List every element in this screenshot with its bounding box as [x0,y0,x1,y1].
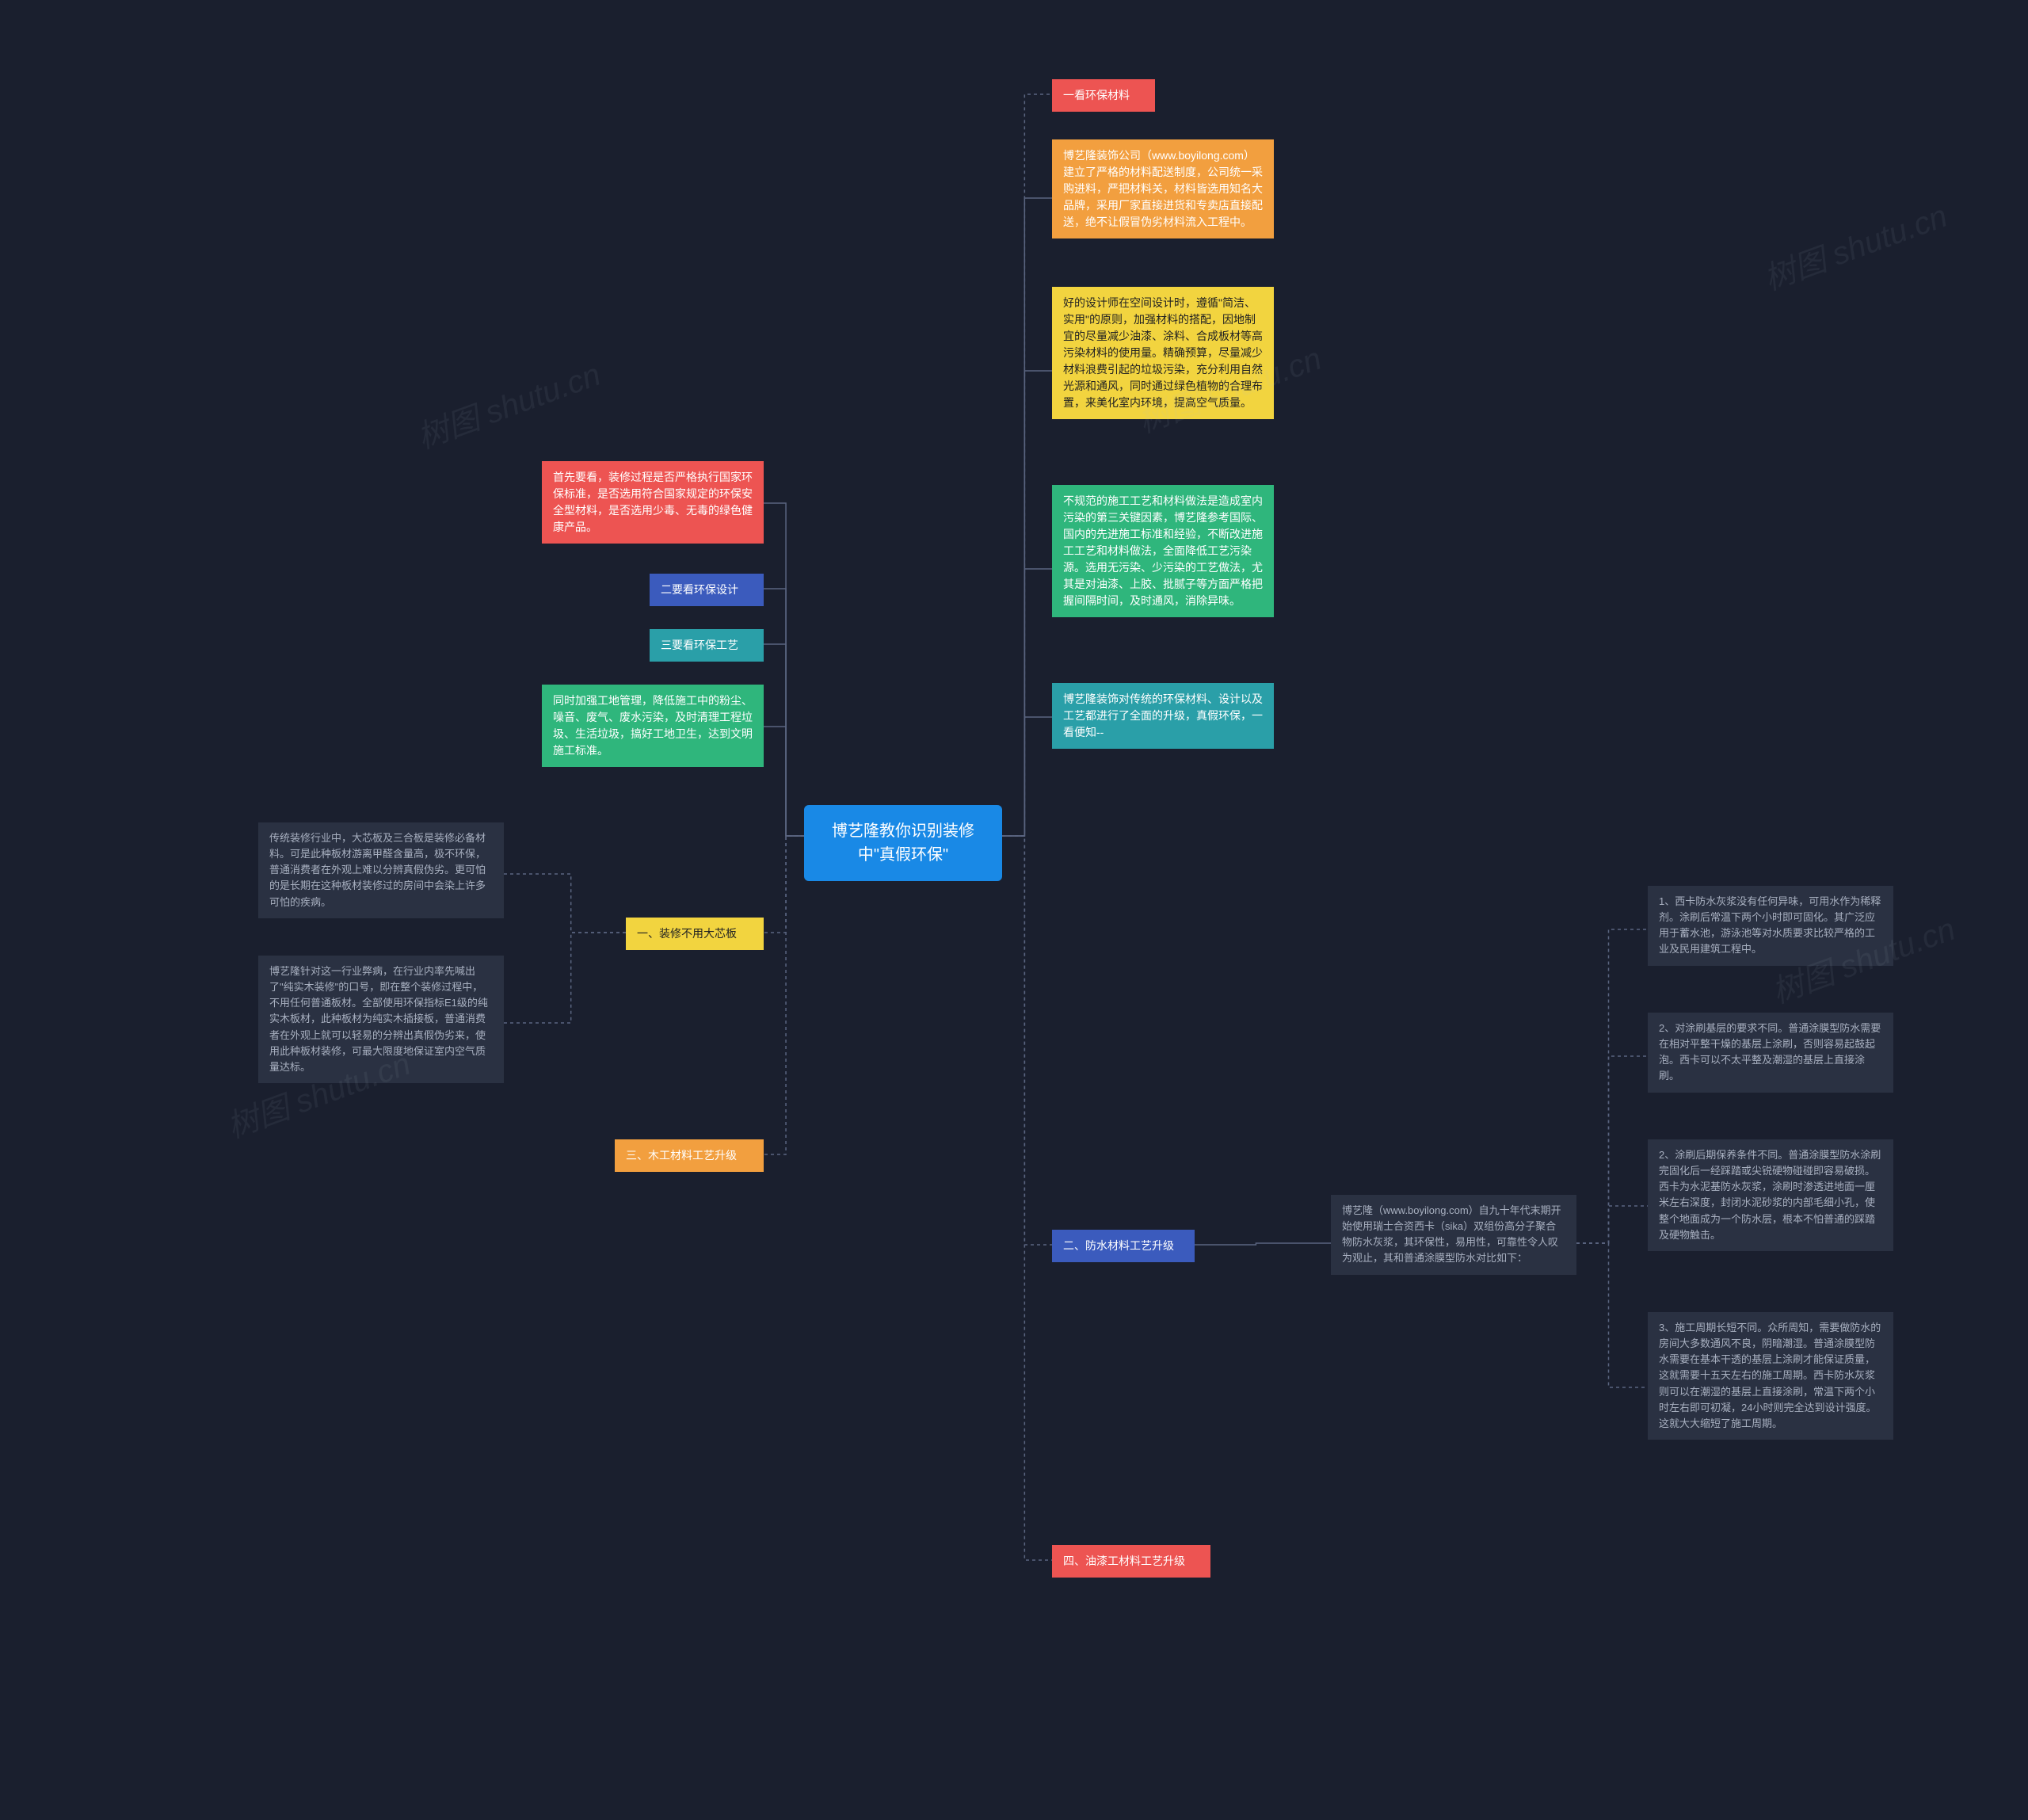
mindmap-node[interactable]: 传统装修行业中，大芯板及三合板是装修必备材料。可是此种板材游离甲醛含量高，极不环… [258,822,504,918]
mindmap-node[interactable]: 一看环保材料 [1052,79,1155,112]
mindmap-node[interactable]: 博艺隆装饰对传统的环保材料、设计以及工艺都进行了全面的升级，真假环保，一看便知-… [1052,683,1274,749]
connector-line [1002,836,1052,1245]
connector-line [764,644,804,836]
mindmap-node[interactable]: 同时加强工地管理，降低施工中的粉尘、噪音、废气、废水污染，及时清理工程垃圾、生活… [542,685,764,767]
connector-line [764,836,804,933]
connector-line [1576,1056,1648,1243]
connector-line [504,874,626,933]
connector-line [764,503,804,836]
connector-line [1002,371,1052,836]
mindmap-node[interactable]: 博艺隆（www.boyilong.com）自九十年代末期开始使用瑞士合资西卡（s… [1331,1195,1576,1275]
connector-line [1002,836,1052,1560]
connector-line [764,727,804,836]
mindmap-node[interactable]: 1、西卡防水灰浆没有任何异味，可用水作为稀释剂。涂刷后常温下两个小时即可固化。其… [1648,886,1893,966]
connector-line [1576,929,1648,1243]
connector-line [1195,1243,1331,1245]
watermark: 树图 shutu.cn [410,349,606,457]
connector-line [1576,1243,1648,1387]
mindmap-node[interactable]: 2、涂刷后期保养条件不同。普通涂膜型防水涂刷完固化后一经踩踏或尖锐硬物碰碰即容易… [1648,1139,1893,1251]
connector-line [764,836,804,1154]
mindmap-node[interactable]: 不规范的施工工艺和材料做法是造成室内污染的第三关键因素，博艺隆参考国际、国内的先… [1052,485,1274,617]
watermark: 树图 shutu.cn [1756,190,1953,299]
center-node[interactable]: 博艺隆教你识别装修中"真假环保" [804,805,1002,881]
connector-line [764,589,804,836]
connector-line [1002,198,1052,836]
mindmap-node[interactable]: 博艺隆针对这一行业弊病，在行业内率先喊出了"纯实木装修"的口号，即在整个装修过程… [258,956,504,1083]
connector-line [504,933,626,1023]
mindmap-node[interactable]: 博艺隆装饰公司（www.boyilong.com）建立了严格的材料配送制度，公司… [1052,139,1274,238]
mindmap-node[interactable]: 一、装修不用大芯板 [626,918,764,950]
mindmap-node[interactable]: 二要看环保设计 [650,574,764,606]
mindmap-node[interactable]: 3、施工周期长短不同。众所周知，需要做防水的房间大多数通风不良，阴暗潮湿。普通涂… [1648,1312,1893,1440]
mindmap-node[interactable]: 首先要看，装修过程是否严格执行国家环保标准，是否选用符合国家规定的环保安全型材料… [542,461,764,544]
connector-line [1002,569,1052,836]
mindmap-node[interactable]: 二、防水材料工艺升级 [1052,1230,1195,1262]
mindmap-node[interactable]: 四、油漆工材料工艺升级 [1052,1545,1210,1578]
mindmap-node[interactable]: 三、木工材料工艺升级 [615,1139,764,1172]
mindmap-node[interactable]: 三要看环保工艺 [650,629,764,662]
mindmap-node[interactable]: 2、对涂刷基层的要求不同。普通涂膜型防水需要在相对平整干燥的基层上涂刷，否则容易… [1648,1013,1893,1093]
connector-line [1002,717,1052,836]
connector-line [1576,1206,1648,1243]
mindmap-node[interactable]: 好的设计师在空间设计时，遵循"简洁、实用"的原则，加强材料的搭配，因地制宜的尽量… [1052,287,1274,419]
connector-line [1002,94,1052,836]
